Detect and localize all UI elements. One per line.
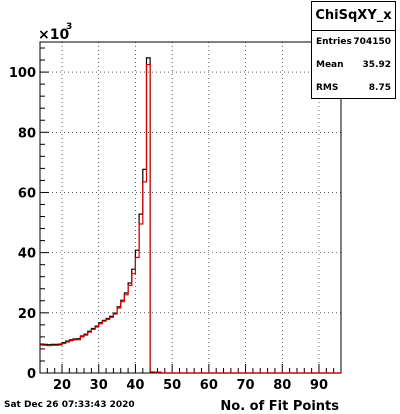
- stats-rms-value: 8.75: [368, 83, 391, 93]
- y-scale-exponent: 3: [66, 22, 72, 32]
- stats-mean-label: Mean: [316, 60, 344, 70]
- datestamp: Sat Dec 26 07:33:43 2020: [4, 400, 135, 410]
- plot-frame: [39, 41, 342, 374]
- x-axis-ticks: 20 30 40 50 60 70 80 90: [39, 364, 342, 393]
- x-tick-label: 90: [310, 378, 328, 393]
- histogram-series-1: [40, 57, 341, 374]
- y-tick-label: 80: [18, 126, 36, 141]
- x-tick-label: 30: [90, 378, 108, 393]
- y-tick-label: 60: [18, 186, 36, 201]
- x-tick-label: 50: [163, 378, 181, 393]
- x-tick-label: 80: [273, 378, 291, 393]
- grid-lines: [40, 42, 341, 373]
- y-axis-ticks: 0 20 40 60 80 100: [9, 47, 49, 382]
- stats-entries-row: Entries 704150: [312, 31, 395, 54]
- x-axis-title: No. of Fit Points: [220, 399, 339, 414]
- histogram-series-2: [40, 63, 341, 374]
- stats-mean-row: Mean 35.92: [312, 54, 395, 77]
- y-tick-label: 20: [18, 307, 36, 322]
- x-tick-label: 40: [126, 378, 144, 393]
- stats-title: ChiSqXY_x: [312, 2, 395, 31]
- stats-box: ChiSqXY_x Entries 704150 Mean 35.92 RMS …: [311, 1, 396, 99]
- x-tick-label: 60: [200, 378, 218, 393]
- stats-entries-value: 704150: [353, 37, 391, 47]
- stats-mean-value: 35.92: [362, 60, 391, 70]
- stats-rms-label: RMS: [316, 83, 339, 93]
- stats-rms-row: RMS 8.75: [312, 77, 395, 100]
- y-tick-label: 40: [18, 247, 36, 262]
- stats-entries-label: Entries: [316, 37, 352, 47]
- x-tick-label: 70: [237, 378, 255, 393]
- histogram-series: [40, 57, 341, 374]
- y-tick-label: 0: [27, 367, 36, 382]
- y-tick-label: 100: [9, 66, 36, 81]
- x-tick-label: 20: [53, 378, 71, 393]
- y-scale-label: ×10: [38, 27, 69, 43]
